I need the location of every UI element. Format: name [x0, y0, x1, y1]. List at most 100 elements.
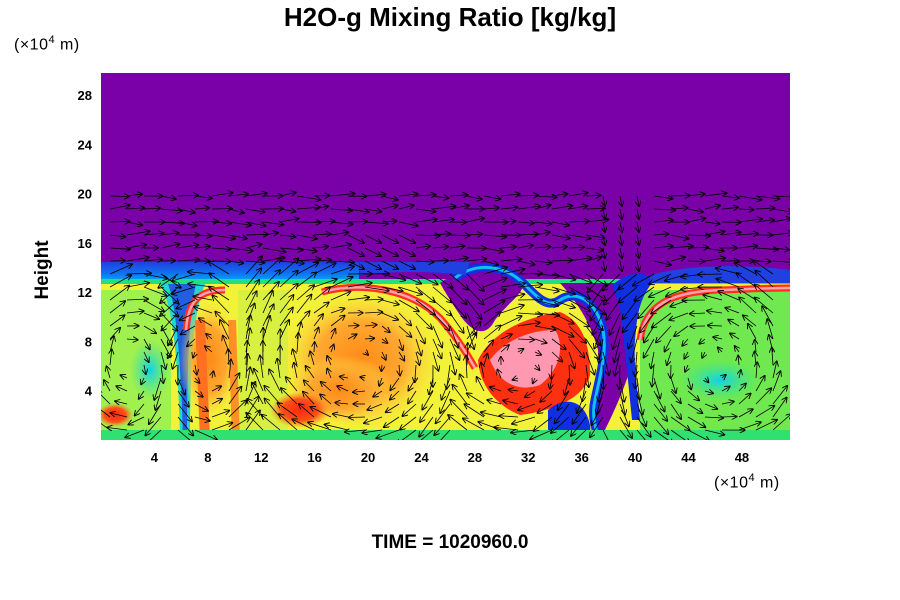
wind-vector: [347, 234, 364, 243]
wind-vector: [530, 429, 553, 440]
wind-vector: [313, 279, 337, 288]
wind-vector: [347, 209, 369, 212]
wind-vector: [568, 234, 591, 238]
wind-vector: [653, 403, 667, 421]
wind-vector: [398, 351, 404, 361]
wind-vector: [429, 377, 434, 394]
wind-vector: [262, 291, 273, 314]
wind-vector: [432, 351, 438, 371]
wind-vector: [398, 299, 419, 311]
wind-vector: [265, 399, 281, 418]
wind-vector: [483, 208, 499, 209]
wind-vector: [585, 338, 599, 359]
wind-vector: [246, 413, 264, 431]
wind-vector: [755, 420, 777, 431]
wind-vector: [517, 245, 533, 248]
wind-vector: [721, 402, 734, 404]
wind-vector: [330, 266, 354, 275]
wind-vector: [126, 299, 148, 300]
wind-vector: [597, 390, 604, 414]
wind-vector: [440, 429, 451, 440]
wind-vector: [466, 325, 474, 349]
wind-vector: [704, 193, 726, 196]
wind-vector: [109, 205, 130, 210]
wind-vector: [568, 258, 591, 261]
wind-vector: [109, 235, 125, 237]
wind-vector: [399, 338, 403, 350]
y-tick-label: 24: [78, 137, 93, 152]
wind-vector: [636, 429, 646, 440]
wind-vector: [187, 338, 196, 346]
wind-vector: [126, 258, 149, 262]
wind-vector: [139, 390, 145, 399]
wind-vector: [381, 221, 397, 222]
wind-vector: [568, 351, 575, 368]
wind-vector: [500, 283, 525, 288]
wind-vector: [144, 364, 146, 374]
wind-vector: [652, 312, 672, 327]
wind-vector: [126, 194, 142, 196]
wind-vector: [550, 377, 552, 389]
wind-vector: [109, 248, 130, 249]
wind-vector: [483, 235, 506, 237]
wind-vector: [303, 392, 315, 405]
wind-vector: [432, 286, 451, 302]
wind-vector: [551, 325, 574, 337]
wind-vector: [551, 299, 575, 308]
wind-vector: [651, 351, 654, 368]
wind-vector: [442, 377, 451, 400]
wind-vector: [748, 324, 757, 340]
wind-vector: [101, 391, 111, 405]
wind-vector: [126, 222, 142, 225]
wind-vector: [517, 285, 542, 287]
wind-vector: [466, 299, 482, 319]
wind-vector: [211, 411, 229, 418]
wind-vector: [619, 429, 629, 440]
wind-vector: [497, 370, 501, 379]
x-tick-label: 36: [574, 450, 588, 465]
wind-vector: [382, 339, 387, 343]
wind-vector: [364, 247, 381, 256]
wind-vector: [245, 244, 262, 249]
wind-vector: [738, 219, 762, 222]
wind-vector: [638, 299, 655, 318]
wind-vector: [517, 339, 534, 340]
wind-vector: [619, 364, 620, 389]
wind-vector: [415, 312, 432, 329]
wind-vector: [390, 377, 400, 390]
wind-vector: [753, 260, 774, 275]
wind-vector: [738, 233, 758, 235]
wind-vector: [228, 373, 239, 392]
wind-vector: [582, 377, 587, 401]
wind-vector: [512, 416, 536, 424]
wind-vector: [415, 235, 440, 236]
wind-vector: [432, 196, 449, 198]
wind-vector: [466, 218, 484, 223]
wind-vector: [704, 417, 723, 418]
wind-vector: [635, 351, 637, 376]
wind-vector: [466, 322, 481, 340]
wind-vector: [721, 387, 730, 391]
wind-vector: [299, 404, 315, 418]
wind-vectors: [101, 192, 790, 440]
wind-vector: [466, 234, 482, 235]
wind-vector: [653, 429, 673, 440]
wind-vector: [194, 429, 217, 440]
wind-vector: [623, 312, 638, 332]
wind-vector: [228, 208, 244, 213]
wind-vector: [381, 364, 382, 371]
wind-vector: [500, 345, 509, 353]
wind-vector: [550, 429, 570, 440]
wind-vector: [500, 194, 520, 196]
wind-vector: [687, 209, 703, 212]
wind-vector: [381, 205, 398, 210]
wind-vector: [420, 403, 434, 422]
wind-vector: [313, 206, 328, 209]
wind-vector: [160, 233, 178, 235]
wind-vector: [245, 221, 265, 226]
wind-vector: [449, 258, 468, 261]
y-tick-label: 28: [78, 88, 92, 103]
wind-vector: [364, 222, 388, 224]
wind-vector: [738, 394, 751, 405]
wind-vector: [684, 351, 688, 359]
